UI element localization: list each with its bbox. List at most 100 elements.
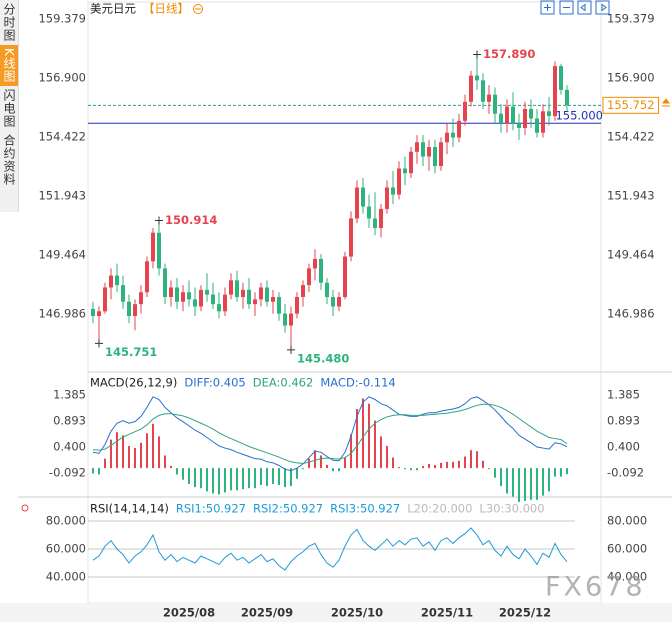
macd-bar <box>434 464 436 469</box>
legend-entry: 美元日元 <box>90 2 136 16</box>
macd-bar <box>464 456 466 469</box>
price-line-label-box <box>602 96 660 114</box>
y-tick-label: 60.000 <box>46 541 86 555</box>
legend-entry: MACD(26,12,9) <box>90 376 177 390</box>
scroll-icon[interactable] <box>662 98 670 107</box>
y-tick-label: 149.464 <box>38 248 86 262</box>
macd-bar <box>476 451 478 469</box>
candle-body <box>187 292 191 300</box>
candle-body <box>169 287 173 297</box>
macd-bar <box>362 398 364 469</box>
x-tick-label: 2025/11 <box>421 606 473 620</box>
legend-entry: MACD:-0.114 <box>320 376 395 390</box>
icon-zoom-out[interactable] <box>559 0 574 15</box>
macd-bar <box>524 468 526 501</box>
macd-bar <box>344 457 346 469</box>
macd-bar <box>242 468 244 490</box>
price-line-label: 155.000 <box>555 109 603 123</box>
macd-bar <box>182 468 184 480</box>
legend-entry: RSI(14,14,14) <box>90 502 169 516</box>
macd-bar <box>536 468 538 500</box>
candle-body <box>463 101 467 121</box>
icon-move-right[interactable] <box>595 0 610 15</box>
macd-bar <box>176 468 178 475</box>
candle-body <box>103 287 107 312</box>
candle-body <box>145 261 149 293</box>
macd-bar <box>314 450 316 469</box>
macd-bar <box>230 468 232 491</box>
candle-body <box>439 142 443 167</box>
candle-body <box>565 89 569 106</box>
macd-bar <box>428 463 430 469</box>
candle-body <box>307 268 311 286</box>
candle-body <box>445 132 449 143</box>
candle-body <box>127 301 131 317</box>
candle-body <box>259 287 263 300</box>
sidebar-tab[interactable]: 闪电图 <box>2 88 16 128</box>
macd-bar <box>404 468 406 470</box>
y-tick-label: 146.986 <box>38 306 86 320</box>
macd-bar <box>530 468 532 500</box>
y-tick-label: 1.385 <box>53 388 86 402</box>
candle-body <box>163 268 167 297</box>
icon-move-left[interactable] <box>577 0 592 15</box>
macd-bar <box>290 468 292 487</box>
macd-bar <box>350 434 352 469</box>
annotation-label: 145.480 <box>297 351 349 365</box>
macd-bar <box>374 420 376 469</box>
candle-body <box>475 75 479 81</box>
candle-body <box>379 208 383 228</box>
candle-body <box>301 285 305 297</box>
icon-zoom-in[interactable] <box>540 0 555 15</box>
macd-bar <box>368 403 370 469</box>
candle-body <box>493 94 497 114</box>
candle-body <box>91 308 95 317</box>
macd-bar <box>500 468 502 487</box>
macd-bar <box>218 468 220 495</box>
macd-bar <box>356 408 358 469</box>
legend-entry: DIFF:0.405 <box>184 376 245 390</box>
settings-icon[interactable] <box>21 504 29 512</box>
macd-bar <box>254 468 256 489</box>
candle-body <box>547 111 551 117</box>
macd-bar <box>518 468 520 502</box>
macd-bar <box>194 468 196 488</box>
macd-bar <box>92 468 94 474</box>
candle-body <box>313 258 317 269</box>
macd-bar <box>506 468 508 494</box>
y-tick-label-right: -0.092 <box>607 465 644 479</box>
legend-entry: L20:20.000 <box>407 502 472 516</box>
candle-body <box>133 304 137 317</box>
macd-bar <box>128 445 130 469</box>
candle-body <box>151 232 155 262</box>
macd-bar <box>188 468 190 484</box>
sidebar-tab[interactable]: K线图 <box>0 45 18 86</box>
annotation-label: 157.890 <box>483 47 535 61</box>
candle-body <box>415 142 419 152</box>
macd-bar <box>152 423 154 469</box>
legend-entry: RSI1:50.927 <box>176 502 246 516</box>
toolbar-icons <box>540 0 610 15</box>
macd-bar <box>398 467 400 469</box>
legend-entry: DEA:0.462 <box>253 376 314 390</box>
macd-bar <box>494 468 496 478</box>
watermark: FX678 <box>545 572 646 603</box>
candle-body <box>247 289 251 305</box>
legend-entry: RSI3:50.927 <box>330 502 400 516</box>
macd-bar <box>332 468 334 472</box>
x-tick-label: 2025/12 <box>499 606 551 620</box>
candle-body <box>355 187 359 219</box>
x-tick-label: 2025/09 <box>241 606 293 620</box>
y-tick-label-right: 156.900 <box>607 71 655 85</box>
candle-body <box>523 108 527 128</box>
macd-bar <box>566 468 568 475</box>
candle-body <box>487 94 491 102</box>
candle-body <box>253 299 257 305</box>
sidebar-tab[interactable]: 合约资料 <box>2 133 16 186</box>
annotation-marker <box>95 339 103 348</box>
candle-body <box>421 142 425 157</box>
y-tick-label: 80.000 <box>46 513 86 527</box>
candle-body <box>343 256 347 297</box>
sidebar-tab[interactable]: 分时图 <box>2 3 16 42</box>
